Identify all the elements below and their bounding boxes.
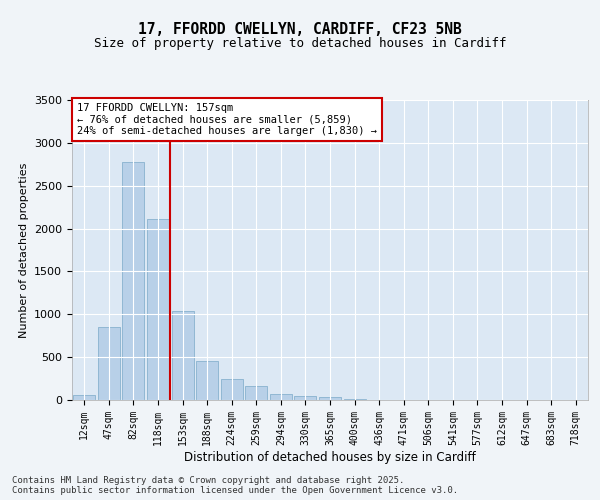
Bar (221, 378, 243, 400)
Text: Contains HM Land Registry data © Crown copyright and database right 2025.
Contai: Contains HM Land Registry data © Crown c… (12, 476, 458, 495)
Bar (295, 396, 316, 400)
Bar (245, 386, 268, 400)
Bar (98, 327, 120, 400)
Bar (147, 219, 169, 400)
Bar (270, 394, 292, 400)
Text: 17 FFORDD CWELLYN: 157sqm
← 76% of detached houses are smaller (5,859)
24% of se: 17 FFORDD CWELLYN: 157sqm ← 76% of detac… (77, 103, 377, 136)
Bar (122, 162, 145, 400)
Bar (73, 396, 95, 400)
Text: 17, FFORDD CWELLYN, CARDIFF, CF23 5NB: 17, FFORDD CWELLYN, CARDIFF, CF23 5NB (138, 22, 462, 38)
Bar (319, 398, 341, 400)
Y-axis label: Number of detached properties: Number of detached properties (19, 162, 29, 338)
Text: Size of property relative to detached houses in Cardiff: Size of property relative to detached ho… (94, 38, 506, 51)
X-axis label: Distribution of detached houses by size in Cardiff: Distribution of detached houses by size … (184, 450, 476, 464)
Bar (196, 361, 218, 400)
Bar (172, 311, 194, 400)
Bar (344, 398, 365, 400)
